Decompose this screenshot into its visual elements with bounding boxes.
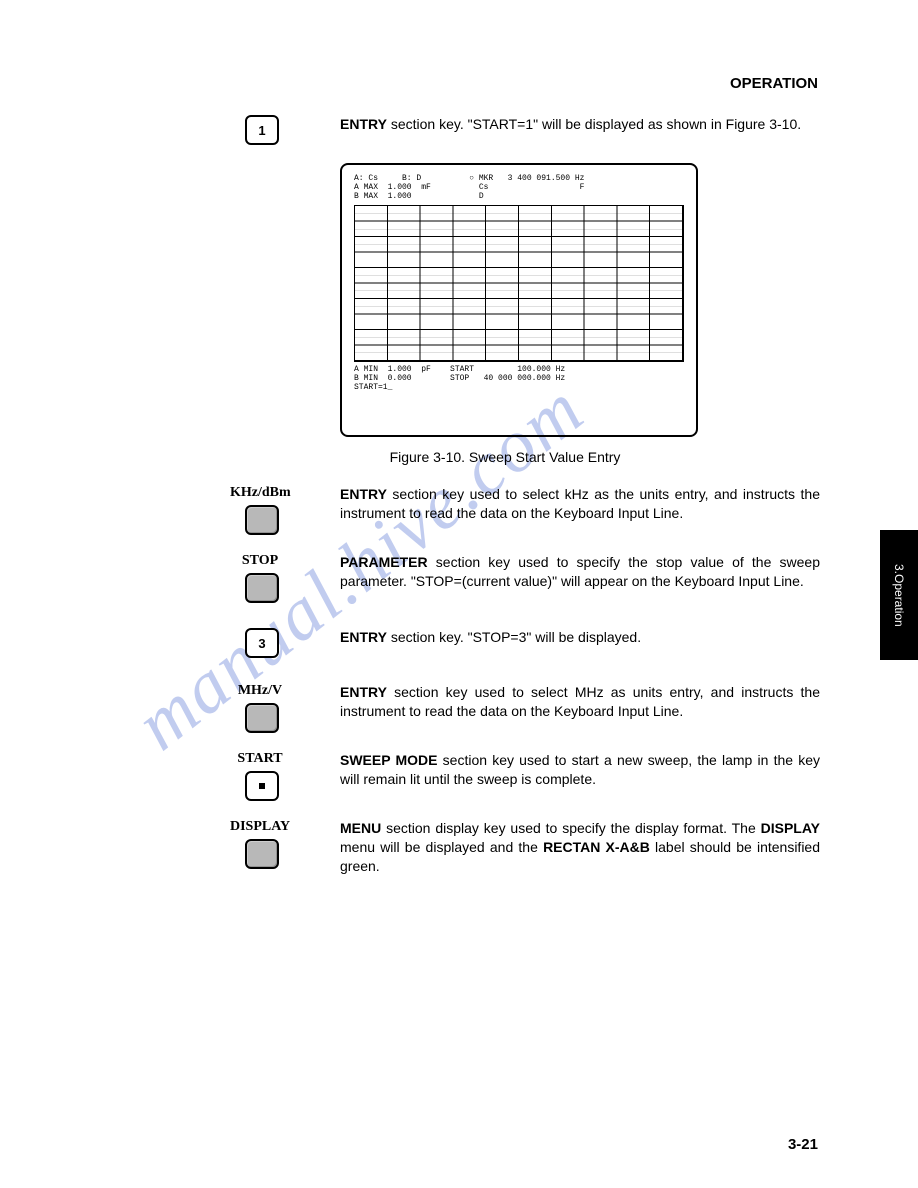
mhz-label: MHz/V xyxy=(230,683,290,699)
stop-button xyxy=(245,573,279,603)
khz-label: KHz/dBm xyxy=(230,485,290,501)
stop-desc: PARAMETER section key used to specify th… xyxy=(340,553,820,591)
figure-caption: Figure 3-10. Sweep Start Value Entry xyxy=(340,449,670,465)
khz-desc: ENTRY section key used to select kHz as … xyxy=(340,485,820,523)
figure-display: A: Cs B: D ○ MKR 3 400 091.500 Hz A MAX … xyxy=(340,163,698,437)
display-label: DISPLAY xyxy=(230,819,290,835)
start-label: START xyxy=(230,751,290,767)
display-row: DISPLAY MENU section display key used to… xyxy=(230,819,820,876)
entry-row: 1 ENTRY section key. "START=1" will be d… xyxy=(230,115,820,145)
key3-desc: ENTRY section key. "STOP=3" will be disp… xyxy=(340,628,820,647)
display-desc: MENU section display key used to specify… xyxy=(340,819,820,876)
key-1-button: 1 xyxy=(245,115,279,145)
khz-row: KHz/dBm ENTRY section key used to select… xyxy=(230,485,820,535)
mhz-button xyxy=(245,703,279,733)
mhz-row: MHz/V ENTRY section key used to select M… xyxy=(230,683,820,733)
start-desc: SWEEP MODE section key used to start a n… xyxy=(340,751,820,789)
start-button xyxy=(245,771,279,801)
display-button xyxy=(245,839,279,869)
stop-label: STOP xyxy=(230,553,290,569)
khz-button xyxy=(245,505,279,535)
start-row: START SWEEP MODE section key used to sta… xyxy=(230,751,820,801)
mhz-desc: ENTRY section key used to select MHz as … xyxy=(340,683,820,721)
key-3-button: 3 xyxy=(245,628,279,658)
entry-desc: ENTRY section key. "START=1" will be dis… xyxy=(340,115,820,134)
stop-row: STOP PARAMETER section key used to speci… xyxy=(230,553,820,603)
dot-icon xyxy=(259,783,265,789)
section-tab: 3.Operation xyxy=(880,530,918,660)
figure-header: A: Cs B: D ○ MKR 3 400 091.500 Hz A MAX … xyxy=(354,175,684,201)
figure-grid xyxy=(354,205,684,362)
page-header: OPERATION xyxy=(730,75,818,92)
main-content: 1 ENTRY section key. "START=1" will be d… xyxy=(230,115,820,894)
key3-row: 3 ENTRY section key. "STOP=3" will be di… xyxy=(230,628,820,658)
figure-footer: A MIN 1.000 pF START 100.000 Hz B MIN 0.… xyxy=(354,366,684,392)
page-number: 3-21 xyxy=(788,1136,818,1153)
